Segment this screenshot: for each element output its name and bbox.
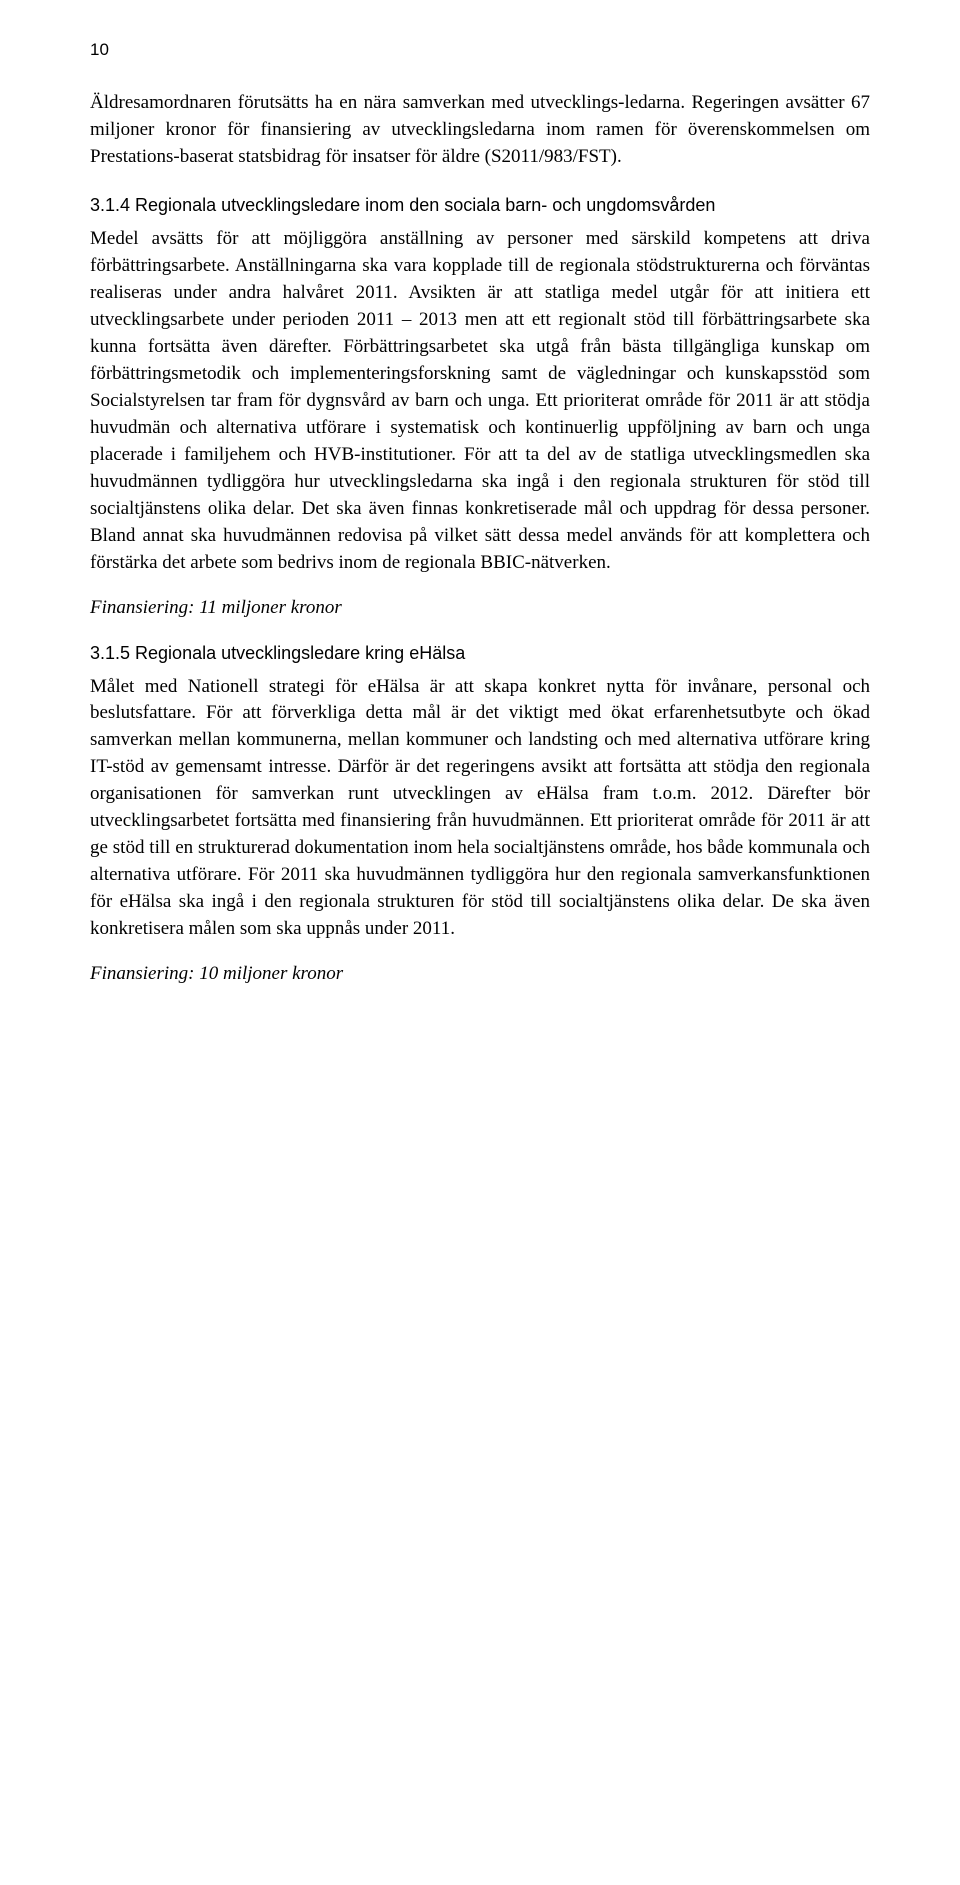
section-314-body: Medel avsätts för att möjliggöra anställ… [90,226,870,577]
section-315-financing: Finansiering: 10 miljoner kronor [90,963,870,985]
section-314-heading: 3.1.4 Regionala utvecklingsledare inom d… [90,195,870,216]
section-314-financing: Finansiering: 11 miljoner kronor [90,597,870,619]
intro-paragraph: Äldresamordnaren förutsätts ha en nära s… [90,90,870,171]
page-number: 10 [90,40,870,60]
section-315-heading: 3.1.5 Regionala utvecklingsledare kring … [90,643,870,664]
section-315-body: Målet med Nationell strategi för eHälsa … [90,674,870,944]
